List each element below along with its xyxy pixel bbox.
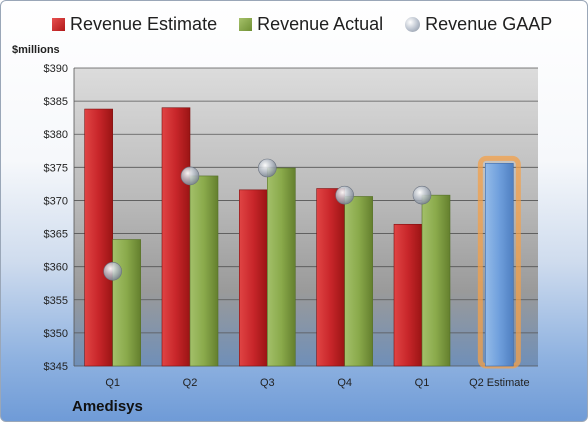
bar-actual — [112, 239, 141, 367]
y-tick-label: $380 — [44, 129, 68, 141]
bar-estimate — [316, 188, 345, 367]
legend-swatch-gaap — [405, 17, 421, 32]
y-tick-label: $350 — [44, 328, 68, 340]
y-tick-label: $345 — [44, 361, 68, 373]
legend-item-actual: Revenue Actual — [239, 14, 383, 35]
gaap-marker — [180, 166, 200, 186]
x-tick-label: Q3 — [260, 377, 275, 389]
gaap-marker — [103, 262, 122, 281]
company-name: Amedisys — [72, 398, 143, 415]
y-tick-label: $370 — [44, 195, 68, 207]
legend-item-gaap: Revenue GAAP — [405, 14, 552, 35]
x-tick-label: Q2 — [183, 377, 198, 389]
bar-estimate — [84, 108, 113, 367]
plot-area — [74, 68, 538, 366]
y-axis-unit-label: $millions — [12, 44, 60, 56]
bar-estimate — [393, 223, 423, 367]
gaap-marker — [412, 185, 432, 205]
bar-actual — [421, 194, 451, 367]
x-tick-label: Q2 Estimate — [469, 377, 530, 389]
legend-label-gaap: Revenue GAAP — [425, 14, 553, 34]
y-tick-label: $385 — [44, 96, 68, 108]
y-tick-label: $390 — [44, 63, 68, 75]
x-tick-label: Q1 — [415, 377, 430, 389]
legend-label-estimate: Revenue Estimate — [70, 14, 218, 34]
x-tick-label: Q1 — [105, 377, 120, 389]
legend-swatch-estimate — [52, 18, 65, 31]
y-tick-label: $375 — [44, 162, 68, 174]
bar-actual — [344, 196, 373, 367]
bar-estimate — [161, 107, 191, 367]
x-tick-label: Q4 — [337, 377, 352, 389]
legend-item-estimate: Revenue Estimate — [52, 14, 217, 35]
y-tick-label: $365 — [44, 229, 68, 241]
legend-swatch-actual — [239, 18, 253, 31]
bar-estimate — [485, 163, 514, 367]
bar-actual — [189, 175, 219, 367]
legend: Revenue Estimate Revenue Actual Revenue … — [52, 14, 574, 35]
bar-actual — [267, 167, 296, 367]
legend-label-actual: Revenue Actual — [257, 14, 384, 34]
bar-estimate — [239, 189, 268, 367]
gaap-marker — [335, 185, 354, 205]
y-tick-label: $355 — [44, 295, 68, 307]
gaap-marker — [258, 158, 277, 178]
y-tick-label: $360 — [44, 262, 68, 274]
